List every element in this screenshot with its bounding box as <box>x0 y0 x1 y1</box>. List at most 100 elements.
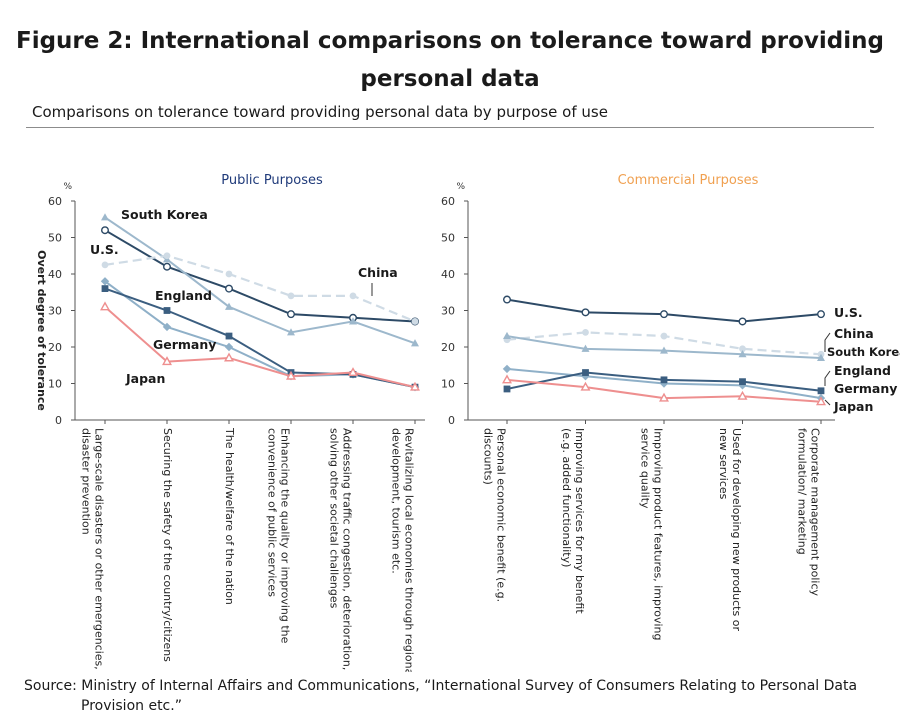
data-point <box>502 364 512 374</box>
data-point <box>287 310 296 319</box>
data-point <box>100 277 110 286</box>
x-tick-label: Addressing traffic congestion, deteriora… <box>328 428 354 670</box>
data-point <box>162 356 172 366</box>
y-tick-label: 30 <box>441 305 455 318</box>
y-tick-label: 40 <box>441 268 455 281</box>
y-tick-label: 10 <box>48 378 62 391</box>
figure-title: Figure 2: International comparisons on t… <box>0 22 900 98</box>
series-south-korea <box>101 213 419 347</box>
y-tick-label: 30 <box>48 305 62 318</box>
x-tick-label-line: The health/welfare of the nation <box>223 427 236 605</box>
y-tick-label: 60 <box>48 195 62 208</box>
data-point <box>581 308 590 317</box>
x-tick-label-line: formulation/ marketing <box>796 428 809 555</box>
x-tick-label-line: discounts) <box>482 428 495 485</box>
data-point <box>411 339 419 347</box>
data-point <box>100 226 109 235</box>
panel-title: Commercial Purposes <box>618 173 759 188</box>
x-tick-label-line: Revitalizing local economies through reg… <box>403 428 416 672</box>
x-tick-label: Large-scale disasters or other emergenci… <box>80 428 106 670</box>
x-tick-label: The health/welfare of the nation <box>223 427 236 605</box>
series-south-korea <box>503 331 825 361</box>
series-china <box>101 252 419 325</box>
data-point <box>660 332 668 340</box>
x-tick-label-line: new services <box>717 428 730 500</box>
x-tick-label: Revitalizing local economies through reg… <box>390 428 416 672</box>
data-point <box>739 378 746 386</box>
label-leader-line <box>824 370 831 386</box>
series-line <box>104 254 416 323</box>
panel-title: Public Purposes <box>221 173 323 188</box>
data-point <box>287 328 295 336</box>
data-point <box>580 381 591 391</box>
label-leader-line <box>824 332 831 352</box>
data-point <box>660 310 669 319</box>
series-u-s <box>503 295 826 326</box>
x-tick-label: Corporate management policyformulation/ … <box>796 428 822 597</box>
series-label: Japan <box>125 371 165 386</box>
x-tick-label: Securing the safety of the country/citiz… <box>161 428 174 662</box>
x-tick-label-line: Securing the safety of the country/citiz… <box>161 428 174 662</box>
data-point <box>162 322 172 332</box>
data-point <box>738 317 747 326</box>
data-point <box>101 285 109 292</box>
data-point <box>503 385 511 393</box>
x-tick-label-line: Enhancing the quality or improving the <box>279 428 292 644</box>
series-label: England <box>834 363 891 378</box>
data-point <box>660 376 668 384</box>
series-germany <box>503 369 825 395</box>
data-point <box>101 261 109 269</box>
data-point <box>225 302 233 310</box>
series-japan <box>502 374 826 406</box>
data-point <box>224 284 233 293</box>
data-point <box>224 352 234 362</box>
source-line1: Source: Ministry of Internal Affairs and… <box>24 678 858 694</box>
series-line <box>104 287 416 389</box>
data-point <box>287 292 295 300</box>
y-tick-label: 20 <box>48 341 62 354</box>
data-point <box>503 295 512 304</box>
x-tick-label-line: Improving product features, improving <box>652 428 665 641</box>
data-point <box>659 392 669 402</box>
x-tick-label: Personal economic benefit (e.g.discounts… <box>482 428 508 602</box>
figure-title-line2: personal data <box>360 66 540 92</box>
data-point <box>100 301 110 311</box>
x-tick-label-line: Personal economic benefit (e.g. <box>495 428 508 602</box>
title-divider <box>26 127 874 128</box>
data-point <box>737 390 748 400</box>
series-label: U.S. <box>90 242 119 257</box>
x-tick-label-line: Corporate management policy <box>809 428 822 597</box>
y-tick-label: 50 <box>48 232 62 245</box>
x-tick-label: Improving product features, improvingser… <box>639 428 665 641</box>
data-point <box>582 329 589 336</box>
data-point <box>349 317 357 325</box>
series-label: Japan <box>833 399 873 414</box>
y-axis-title: Overt degree of tolerance <box>35 250 48 411</box>
x-tick-label-line: disaster prevention <box>80 428 93 535</box>
data-point <box>739 345 746 353</box>
y-tick-label: 0 <box>55 414 62 427</box>
series-line <box>104 216 416 345</box>
data-point <box>660 346 668 354</box>
series-label: South Korea <box>827 345 900 359</box>
data-point <box>162 262 171 271</box>
data-point <box>581 344 590 352</box>
x-tick-label-line: Used for developing new products or <box>730 428 743 631</box>
data-point <box>816 396 826 406</box>
series-label: China <box>358 265 398 280</box>
series-label: Germany <box>153 337 216 352</box>
x-tick-label-line: Large-scale disasters or other emergenci… <box>93 428 106 670</box>
series-line <box>104 229 416 323</box>
y-tick-label: 20 <box>441 341 455 354</box>
data-point <box>101 213 109 221</box>
x-tick-label-line: convenience of public services <box>266 428 279 597</box>
y-tick-label: 0 <box>448 414 455 427</box>
y-tick-label: 50 <box>441 232 455 245</box>
data-point <box>225 332 233 340</box>
data-point <box>503 331 511 340</box>
y-unit-label: % <box>63 182 72 192</box>
x-tick-label: Used for developing new products ornew s… <box>717 428 743 631</box>
y-unit-label: % <box>456 182 465 192</box>
x-tick-label-line: development, tourism etc. <box>390 428 403 574</box>
x-tick-label-line: Improving services for my benefit <box>573 428 586 614</box>
